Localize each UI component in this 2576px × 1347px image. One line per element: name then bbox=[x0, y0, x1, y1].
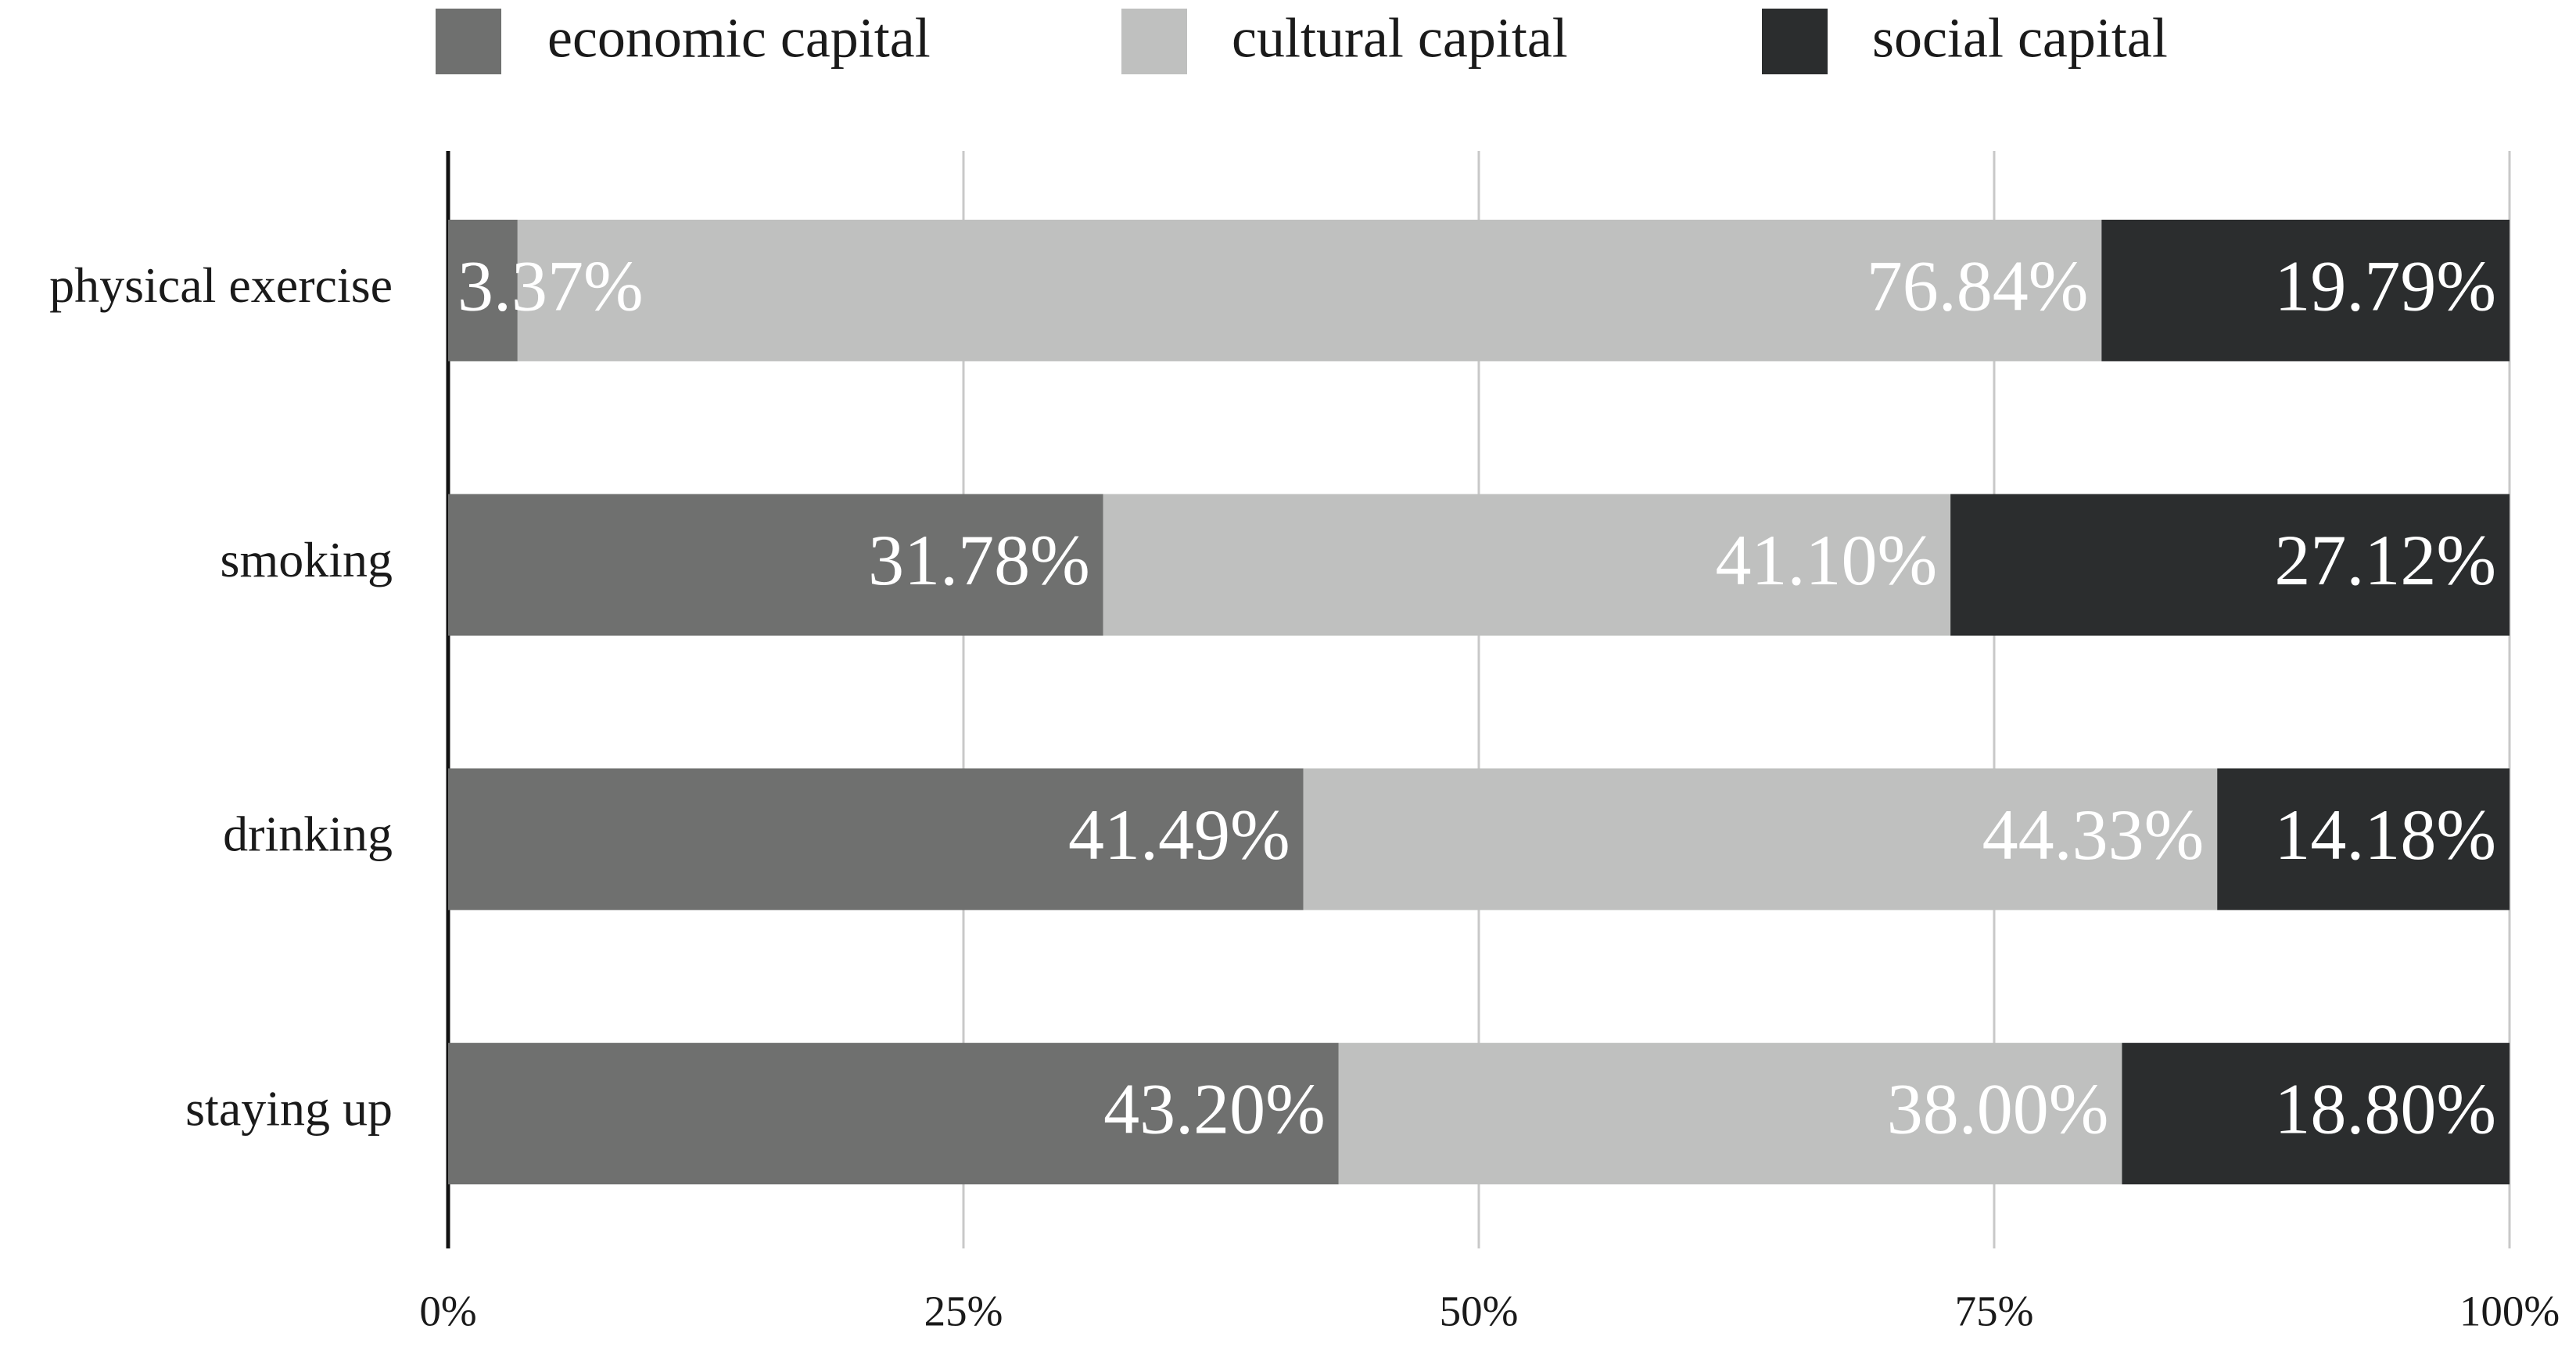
value-label: 43.20% bbox=[1103, 1069, 1326, 1149]
x-tick-label: 50% bbox=[1440, 1288, 1519, 1335]
bar-segment bbox=[2217, 768, 2510, 911]
value-label: 41.49% bbox=[1068, 795, 1290, 875]
legend-swatch bbox=[1121, 9, 1187, 74]
x-tick-label: 0% bbox=[419, 1288, 476, 1335]
value-label: 76.84% bbox=[1867, 246, 2089, 325]
legend-label: social capital bbox=[1872, 7, 2168, 70]
bar-segment bbox=[1338, 1043, 2122, 1185]
value-label: 18.80% bbox=[2274, 1069, 2496, 1149]
value-label: 41.10% bbox=[1715, 520, 1937, 600]
legend-swatch bbox=[436, 9, 501, 74]
value-label: 38.00% bbox=[1887, 1069, 2109, 1149]
y-tick-label: drinking bbox=[223, 806, 393, 862]
bar-segment bbox=[448, 494, 1103, 636]
legend-label: cultural capital bbox=[1232, 7, 1568, 70]
value-label: 44.33% bbox=[1982, 795, 2205, 875]
value-label: 14.18% bbox=[2274, 795, 2496, 875]
bar-segment bbox=[2122, 1043, 2510, 1185]
bar-segment bbox=[1103, 494, 1951, 636]
value-label: 27.12% bbox=[2274, 520, 2496, 600]
bar-segment bbox=[2101, 219, 2510, 361]
bar-segment bbox=[1303, 768, 2218, 911]
legend-label: economic capital bbox=[547, 7, 931, 70]
bar-segment bbox=[448, 1043, 1339, 1185]
y-tick-label: staying up bbox=[185, 1080, 393, 1136]
y-tick-label: physical exercise bbox=[49, 257, 393, 313]
legend-swatch bbox=[1762, 9, 1828, 74]
value-label: 3.37% bbox=[457, 246, 644, 325]
value-label: 19.79% bbox=[2274, 246, 2496, 325]
bar-segment bbox=[448, 768, 1304, 911]
bar-segment bbox=[448, 219, 518, 361]
y-tick-label: smoking bbox=[221, 532, 393, 587]
x-tick-label: 75% bbox=[1955, 1288, 2034, 1335]
x-tick-label: 100% bbox=[2459, 1288, 2560, 1335]
x-tick-label: 25% bbox=[924, 1288, 1003, 1335]
bar-segment bbox=[1950, 494, 2510, 636]
value-label: 31.78% bbox=[868, 520, 1090, 600]
bar-segment bbox=[517, 219, 2102, 361]
